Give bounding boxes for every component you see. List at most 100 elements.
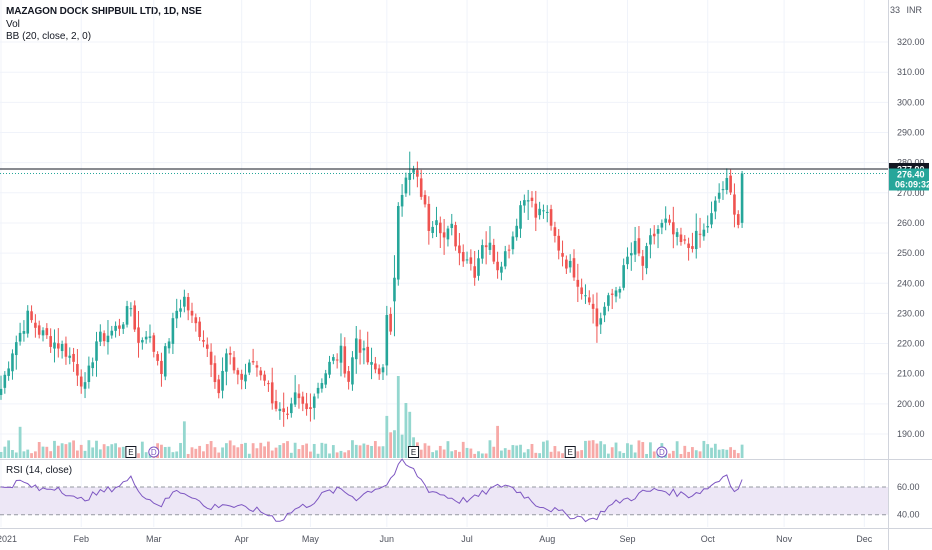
volume-bar [538, 453, 542, 458]
candle-body [232, 357, 236, 371]
candle-body [282, 408, 285, 413]
candle-body [343, 346, 347, 374]
candle-body [683, 239, 687, 241]
candle-body [557, 235, 561, 251]
candle-body [293, 392, 297, 405]
candle-body [83, 382, 87, 389]
volume-bar [224, 443, 228, 458]
volume-bar [576, 451, 580, 458]
volume-bar [213, 447, 217, 458]
candle-body [106, 335, 110, 343]
price-tick-label: 210.00 [897, 369, 925, 379]
volume-bar [393, 430, 396, 458]
volume-bar [53, 440, 56, 458]
volume-bar [144, 452, 148, 458]
time-tick-label: Sep [619, 534, 635, 544]
volume-bar [438, 445, 442, 458]
candle-body [710, 213, 713, 225]
candle-body [645, 246, 648, 269]
volume-bar [480, 453, 484, 458]
volume-bar [91, 447, 95, 458]
candle-body [603, 306, 606, 316]
candle-body [404, 177, 408, 194]
volume-bar [423, 443, 427, 458]
candle-body [591, 303, 595, 309]
dividend-marker [656, 446, 668, 458]
scale-top-value: 33 [890, 5, 901, 15]
volume-bar [687, 451, 690, 458]
candle-body [290, 403, 293, 414]
rsi-line [0, 458, 743, 523]
candle-body [500, 266, 503, 273]
candle-body [691, 246, 694, 249]
volume-bar [0, 451, 3, 458]
volume-bar [18, 426, 22, 458]
volume-bar [614, 442, 618, 458]
candle-body [385, 315, 389, 366]
candle-body [175, 310, 179, 319]
candle-body [587, 297, 591, 303]
rsi-tick-label: 40.00 [897, 510, 920, 520]
candle-body [87, 365, 91, 382]
event-marker-label: E [568, 448, 573, 457]
candle-body [160, 360, 163, 375]
candles [0, 151, 744, 427]
candle-body [186, 297, 190, 311]
candle-body [664, 218, 667, 223]
candle-body [270, 382, 274, 404]
bollinger-legend[interactable]: BB (20, close, 2, 0) [6, 31, 92, 42]
price-tick-label: 290.00 [897, 128, 925, 138]
volume-bar [198, 445, 202, 458]
volume-bar [221, 447, 224, 458]
candle-body [133, 305, 136, 330]
candle-body [733, 194, 736, 215]
candle-body [332, 357, 335, 361]
volume-bar [358, 445, 362, 458]
volume-bar [362, 443, 366, 458]
volume-bar [240, 443, 244, 458]
volume-bar [335, 452, 339, 458]
volume-legend[interactable]: Vol [6, 19, 20, 30]
candle-body [95, 341, 98, 361]
volume-bar [691, 447, 694, 458]
volume-bar [297, 449, 301, 458]
volume-bar [629, 444, 633, 458]
volume-bar [76, 450, 79, 458]
volume-bar [694, 450, 698, 458]
volume-bar [7, 440, 11, 458]
volume-bar [683, 445, 687, 458]
time-tick-label: Nov [776, 534, 793, 544]
candle-body [179, 308, 182, 312]
candle-body [297, 393, 301, 399]
candle-body [538, 208, 541, 216]
candle-body [408, 173, 412, 180]
candle-body [205, 344, 209, 349]
volume-bar [305, 443, 308, 458]
volume-bar [461, 441, 465, 458]
volume-bar [488, 440, 492, 458]
volume-bar [721, 449, 725, 458]
candle-body [725, 177, 729, 190]
candle-body [431, 226, 434, 233]
volume-bar [110, 444, 114, 458]
volume-bar [351, 440, 354, 458]
volume-bar [79, 444, 83, 458]
candle-body [202, 339, 205, 342]
candle-body [576, 279, 580, 287]
volume-bar [626, 443, 629, 458]
candle-body [114, 325, 117, 331]
volume-bar [706, 444, 710, 458]
candle-body [473, 266, 476, 278]
dividend-marker [148, 446, 160, 458]
volume-bar [26, 449, 30, 458]
volume-bar [68, 442, 72, 458]
candle-body [396, 205, 400, 280]
candle-body [274, 401, 278, 409]
candle-body [507, 249, 511, 251]
candle-body [698, 233, 702, 235]
candle-body [236, 370, 240, 375]
candle-body [599, 318, 603, 325]
rsi-legend[interactable]: RSI (14, close) [6, 465, 73, 476]
candle-body [228, 352, 232, 355]
